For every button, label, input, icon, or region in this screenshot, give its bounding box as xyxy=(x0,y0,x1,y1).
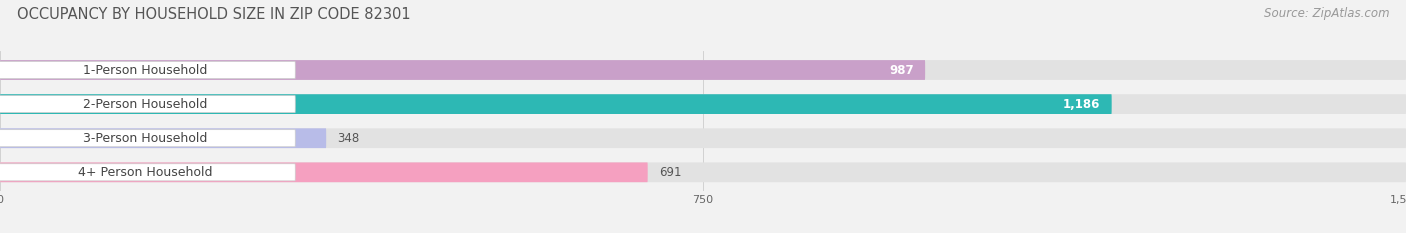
FancyBboxPatch shape xyxy=(0,164,295,181)
Text: 4+ Person Household: 4+ Person Household xyxy=(79,166,212,179)
Text: 691: 691 xyxy=(659,166,682,179)
FancyBboxPatch shape xyxy=(0,130,295,147)
Text: 348: 348 xyxy=(337,132,360,145)
Text: Source: ZipAtlas.com: Source: ZipAtlas.com xyxy=(1264,7,1389,20)
Text: OCCUPANCY BY HOUSEHOLD SIZE IN ZIP CODE 82301: OCCUPANCY BY HOUSEHOLD SIZE IN ZIP CODE … xyxy=(17,7,411,22)
FancyBboxPatch shape xyxy=(0,128,326,148)
Text: 1,186: 1,186 xyxy=(1063,98,1101,111)
Text: 2-Person Household: 2-Person Household xyxy=(83,98,208,111)
FancyBboxPatch shape xyxy=(0,94,1112,114)
Text: 3-Person Household: 3-Person Household xyxy=(83,132,208,145)
Text: 987: 987 xyxy=(889,64,914,76)
Text: 1-Person Household: 1-Person Household xyxy=(83,64,208,76)
FancyBboxPatch shape xyxy=(0,96,295,113)
FancyBboxPatch shape xyxy=(0,128,1406,148)
FancyBboxPatch shape xyxy=(0,62,295,79)
FancyBboxPatch shape xyxy=(0,94,1406,114)
FancyBboxPatch shape xyxy=(0,162,1406,182)
FancyBboxPatch shape xyxy=(0,60,1406,80)
FancyBboxPatch shape xyxy=(0,60,925,80)
FancyBboxPatch shape xyxy=(0,162,648,182)
